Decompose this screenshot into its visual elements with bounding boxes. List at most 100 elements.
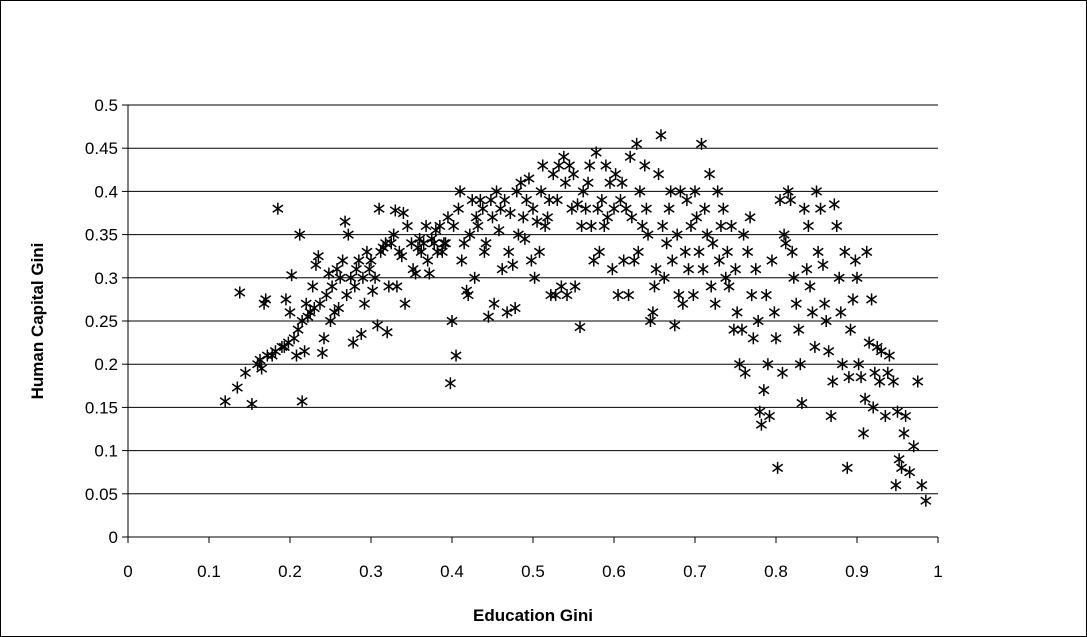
scatter-point [485, 194, 497, 207]
scatter-point [766, 254, 778, 267]
scatter-point [533, 245, 546, 258]
scatter-point [831, 219, 843, 232]
scatter-point [496, 263, 508, 276]
scatter-point [314, 297, 326, 310]
scatter-point [261, 349, 273, 362]
scatter-point [644, 315, 656, 327]
scatter-point [628, 254, 640, 267]
scatter-point [436, 245, 448, 258]
scatter-point [687, 289, 699, 302]
scatter-point [567, 168, 580, 181]
scatter-point [853, 358, 865, 371]
scatter-point [410, 267, 422, 280]
scatter-point [755, 418, 767, 431]
gridlines [128, 104, 938, 495]
scatter-point [616, 176, 628, 189]
scatter-point [501, 306, 513, 319]
scatter-point [634, 185, 646, 198]
scatter-point [785, 194, 797, 207]
scatter-point [823, 345, 835, 358]
scatter-point [593, 245, 605, 258]
scatter-point [442, 211, 454, 224]
scatter-point [810, 185, 823, 198]
scatter-point [450, 349, 462, 362]
scatter-point [462, 289, 474, 302]
scatter-point [825, 410, 837, 423]
scatter-point [827, 375, 839, 388]
scatter-point [469, 271, 481, 284]
scatter-point [367, 284, 379, 297]
scatter-point [782, 185, 794, 198]
scatter-point [793, 323, 805, 336]
x-axis-title: Education Gini [473, 606, 593, 625]
x-tick-label: 1 [933, 562, 942, 581]
scatter-point [363, 263, 375, 276]
x-tick-label: 0.2 [278, 562, 302, 581]
scatter-point [855, 371, 867, 384]
y-tick-label: 0.45 [85, 139, 118, 158]
scatter-point [836, 358, 848, 371]
scatter-point [369, 271, 381, 284]
scatter-point [801, 263, 813, 276]
scatter-point [580, 202, 592, 215]
scatter-point [542, 211, 554, 224]
scatter-point [422, 254, 434, 267]
x-tick-label: 0 [123, 562, 132, 581]
scatter-point [736, 323, 748, 336]
scatter-point [493, 224, 505, 237]
scatter-point [519, 232, 531, 245]
y-tick-label: 0.35 [85, 226, 118, 245]
scatter-point [596, 194, 608, 207]
scatter-point [891, 405, 904, 418]
scatter-point [256, 362, 268, 375]
scatter-point [632, 245, 644, 258]
data-points [219, 129, 932, 507]
scatter-point [682, 263, 695, 276]
scatter-point [388, 228, 400, 241]
scatter-point [539, 219, 551, 232]
scatter-point [790, 297, 802, 310]
scatter-point [339, 215, 351, 228]
x-tick-label: 0.5 [521, 562, 545, 581]
scatter-point [559, 176, 571, 189]
scatter-point [231, 381, 243, 394]
scatter-point [869, 366, 881, 379]
y-tick-label: 0.25 [85, 312, 118, 331]
scatter-point [839, 245, 851, 258]
scatter-point [916, 479, 928, 492]
scatter-point [812, 245, 824, 258]
x-tick-label: 0.1 [197, 562, 221, 581]
scatter-point [246, 397, 258, 410]
scatter-point [671, 228, 683, 241]
scatter-point [561, 289, 573, 302]
scatter-point [786, 245, 798, 258]
scatter-point [239, 366, 251, 379]
scatter-point [844, 323, 857, 336]
scatter-point [904, 466, 916, 479]
scatter-point [648, 280, 661, 293]
scatter-point [488, 297, 500, 310]
scatter-point [299, 345, 311, 358]
y-tick-label: 0 [109, 528, 118, 547]
scatter-point [715, 219, 727, 232]
scatter-point [393, 245, 405, 258]
scatter-point [640, 202, 652, 215]
scatter-point [685, 219, 697, 232]
scatter-point [875, 345, 887, 358]
scatter-point [531, 215, 543, 228]
scatter-point [896, 461, 908, 474]
scatter-point [624, 150, 636, 163]
scatter-point [796, 397, 808, 410]
x-tick-label: 0.3 [359, 562, 383, 581]
scatter-point [507, 258, 519, 271]
scatter-point [574, 321, 586, 334]
scatter-point [495, 202, 507, 215]
scatter-point [689, 185, 701, 198]
scatter-point [847, 293, 859, 306]
scatter-point [320, 289, 332, 302]
x-tick-labels: 0 0.1 0.2 0.3 0.4 0.5 0.6 0.7 0.8 0.9 1 [123, 562, 942, 581]
scatter-point [890, 479, 902, 492]
scatter-point [300, 297, 312, 310]
scatter-point [361, 245, 373, 258]
